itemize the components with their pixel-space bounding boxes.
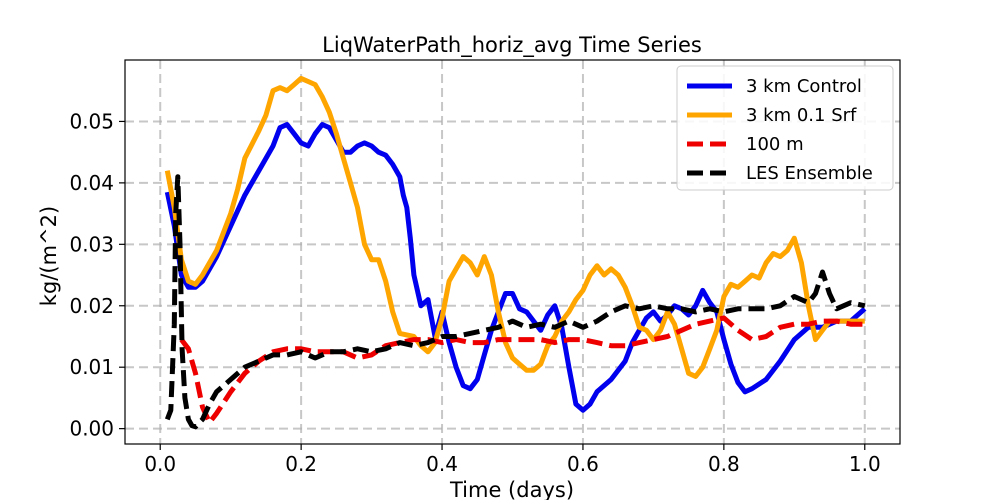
series-lines [164, 75, 867, 430]
axis-ticks: 0.0 0.2 0.4 0.6 0.8 1.0 0.00 0.01 0.02 0.03 0.04 0.… [69, 109, 880, 476]
x-tick-label: 0.0 [144, 452, 176, 476]
x-tick-label: 0.4 [426, 452, 458, 476]
x-tick-label: 0.8 [708, 452, 740, 476]
legend-box [676, 65, 894, 191]
x-tick-label: 1.0 [849, 452, 881, 476]
series-line-4 [164, 174, 866, 430]
y-tick-label: 0.00 [69, 417, 114, 441]
y-tick-label: 0.03 [69, 232, 114, 256]
y-tick-label: 0.04 [69, 171, 114, 195]
y-tick-label: 0.02 [69, 294, 114, 318]
plot-frame [124, 59, 901, 445]
series-line-2 [164, 75, 865, 379]
x-tick-label: 0.6 [567, 452, 599, 476]
legend-label: 3 km 0.1 Srf [746, 105, 857, 126]
chart-title: LiqWaterPath_horiz_avg Time Series [322, 33, 702, 58]
y-tick-label: 0.01 [69, 355, 114, 379]
legend-label: LES Ensemble [746, 163, 873, 184]
x-tick-label: 0.2 [285, 452, 317, 476]
legend-label: 3 km Control [746, 76, 862, 97]
y-axis-label: kg/(m^2) [37, 206, 61, 306]
legend: 3 km Control 3 km 0.1 Srf 100 m LES Ensembl… [676, 65, 894, 191]
legend-label: 100 m [746, 134, 804, 155]
y-tick-label: 0.05 [69, 109, 114, 133]
x-axis-label: Time (days) [449, 478, 574, 500]
